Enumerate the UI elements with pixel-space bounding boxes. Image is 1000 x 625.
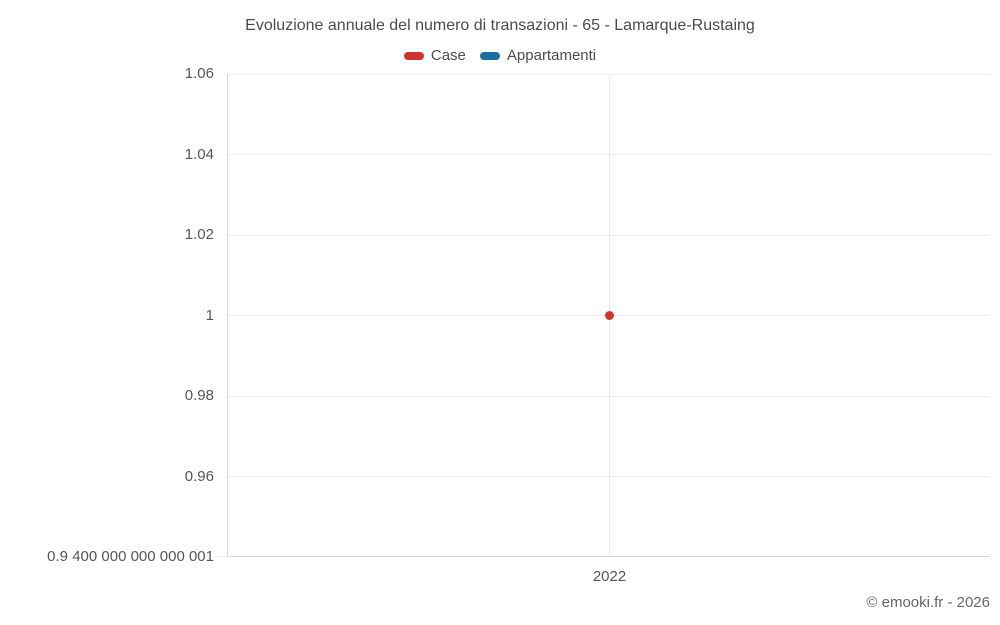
legend-item-case[interactable]: Case [403, 47, 466, 64]
y-axis-tick-label: 1.04 [184, 145, 214, 163]
y-axis-tick-label: 1.06 [184, 65, 214, 82]
legend-swatch-icon [479, 51, 500, 60]
copyright: © emooki.fr - 2026 [866, 594, 990, 611]
legend: Case Appartamenti [0, 47, 1000, 64]
plot-area: 1.06 1.04 1.02 1 0.98 0.96 0.9 400 000 000 000… [47, 65, 990, 585]
y-axis-tick-label: 1 [205, 306, 214, 324]
y-axis-tick-label: 1.02 [184, 226, 214, 243]
chart-title: Evoluzione annuale del numero di transaz… [245, 17, 755, 34]
legend-item-appartamenti[interactable]: Appartamenti [479, 47, 597, 64]
y-axis-tick-label: 0.96 [184, 467, 214, 485]
legend-label: Case [430, 47, 466, 64]
data-point-case[interactable] [605, 311, 614, 320]
y-axis-tick-label: 0.9 400 000 000 000 001 [47, 548, 214, 565]
x-axis-tick-label: 2022 [592, 568, 627, 585]
y-axis-tick-label: 0.98 [184, 387, 214, 404]
legend-label: Appartamenti [506, 47, 597, 64]
legend-swatch-icon [403, 51, 424, 60]
bottom-axis-tick [215, 556, 228, 557]
